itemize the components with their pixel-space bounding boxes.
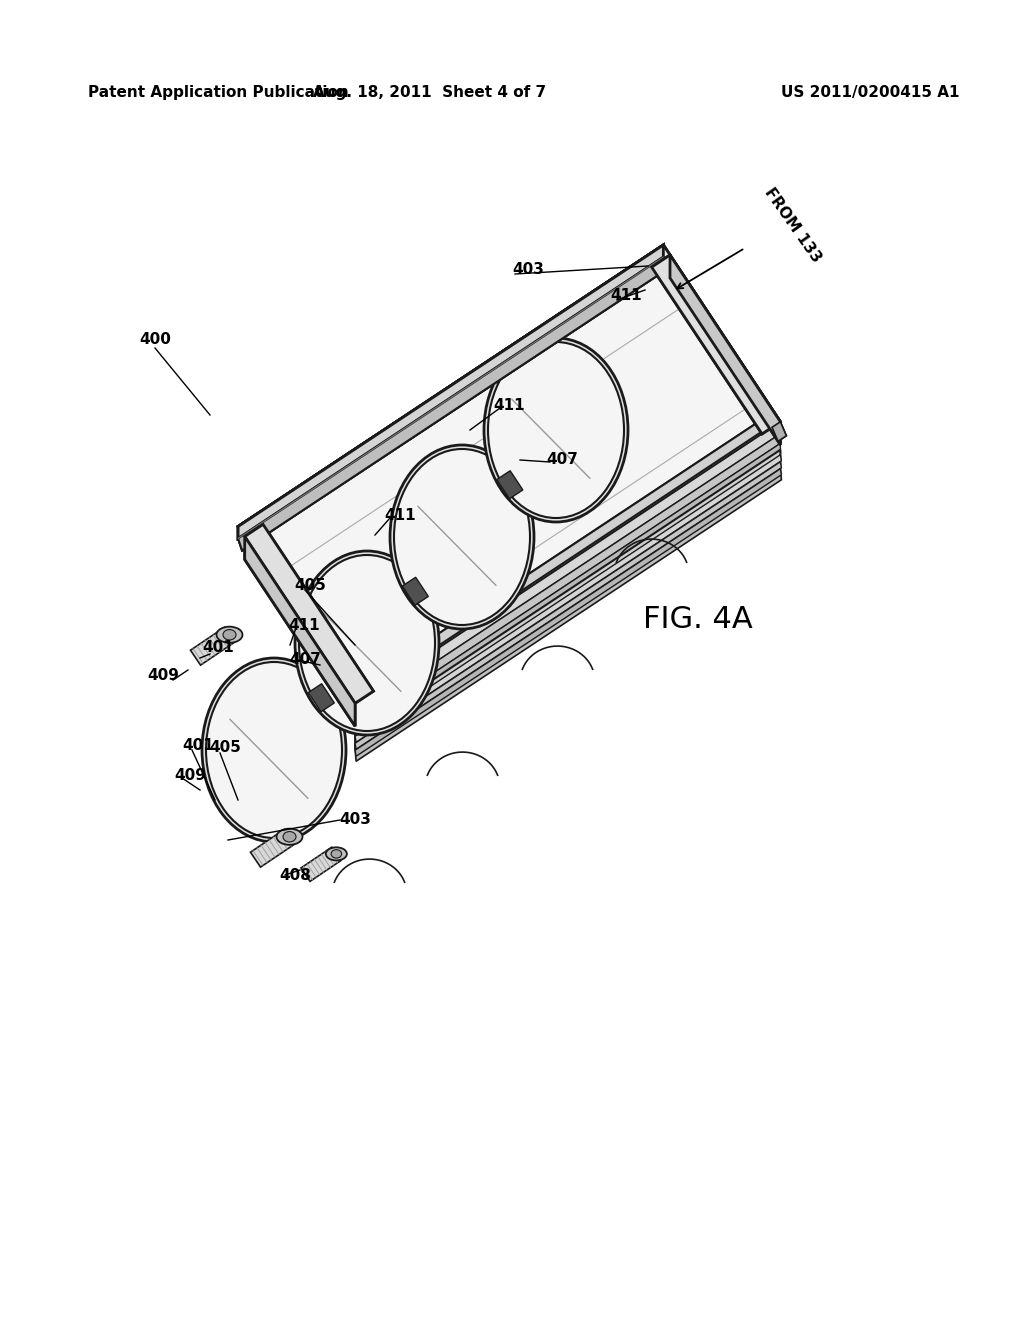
Text: 401: 401 <box>182 738 214 752</box>
Polygon shape <box>239 246 664 539</box>
Polygon shape <box>251 829 295 867</box>
Ellipse shape <box>390 445 534 630</box>
Polygon shape <box>355 422 780 715</box>
Text: 401: 401 <box>202 640 233 656</box>
Polygon shape <box>355 455 781 742</box>
Text: US 2011/0200415 A1: US 2011/0200415 A1 <box>780 84 959 99</box>
Ellipse shape <box>202 657 346 842</box>
Text: 409: 409 <box>174 767 206 783</box>
Polygon shape <box>670 255 780 445</box>
Ellipse shape <box>394 449 530 624</box>
Polygon shape <box>308 684 335 711</box>
Polygon shape <box>301 847 341 882</box>
Text: 403: 403 <box>339 813 371 828</box>
Ellipse shape <box>299 554 435 731</box>
Polygon shape <box>190 627 234 665</box>
Ellipse shape <box>484 338 628 521</box>
Ellipse shape <box>488 342 624 517</box>
Text: 411: 411 <box>610 289 642 304</box>
Polygon shape <box>245 524 374 704</box>
Polygon shape <box>355 467 781 762</box>
Text: 407: 407 <box>289 652 321 668</box>
Polygon shape <box>497 471 523 499</box>
Polygon shape <box>355 450 780 750</box>
Polygon shape <box>651 255 780 434</box>
Text: 400: 400 <box>139 333 171 347</box>
Text: 407: 407 <box>546 453 578 467</box>
Polygon shape <box>239 257 668 550</box>
Polygon shape <box>239 257 668 550</box>
Ellipse shape <box>295 550 439 735</box>
Polygon shape <box>239 246 664 539</box>
Polygon shape <box>239 246 664 539</box>
Polygon shape <box>772 422 786 441</box>
Polygon shape <box>402 577 428 606</box>
Polygon shape <box>355 462 781 750</box>
Text: Patent Application Publication: Patent Application Publication <box>88 84 349 99</box>
Text: 411: 411 <box>494 397 525 412</box>
Ellipse shape <box>276 829 302 845</box>
Text: 405: 405 <box>294 578 326 593</box>
Ellipse shape <box>283 832 296 842</box>
Polygon shape <box>239 246 670 536</box>
Ellipse shape <box>326 847 347 861</box>
Polygon shape <box>245 524 374 704</box>
Polygon shape <box>355 434 780 725</box>
Polygon shape <box>239 246 670 536</box>
Text: FROM 133: FROM 133 <box>762 185 824 265</box>
Polygon shape <box>245 536 355 726</box>
Polygon shape <box>248 260 777 698</box>
Polygon shape <box>348 412 780 704</box>
Text: FIG. 4A: FIG. 4A <box>643 606 753 635</box>
Ellipse shape <box>206 663 342 838</box>
Polygon shape <box>348 412 774 705</box>
Ellipse shape <box>331 850 342 858</box>
Text: 408: 408 <box>280 867 311 883</box>
Polygon shape <box>355 469 781 756</box>
Polygon shape <box>239 257 668 550</box>
Polygon shape <box>651 255 780 434</box>
Polygon shape <box>239 246 670 536</box>
Polygon shape <box>245 536 355 726</box>
Polygon shape <box>772 422 786 441</box>
Polygon shape <box>670 255 780 445</box>
Text: 405: 405 <box>209 741 241 755</box>
Text: 411: 411 <box>288 618 319 632</box>
Text: 403: 403 <box>512 263 544 277</box>
Polygon shape <box>355 444 780 734</box>
Ellipse shape <box>223 630 236 640</box>
Text: Aug. 18, 2011  Sheet 4 of 7: Aug. 18, 2011 Sheet 4 of 7 <box>313 84 547 99</box>
Text: 411: 411 <box>384 507 416 523</box>
Ellipse shape <box>216 627 243 643</box>
Text: 409: 409 <box>147 668 179 682</box>
